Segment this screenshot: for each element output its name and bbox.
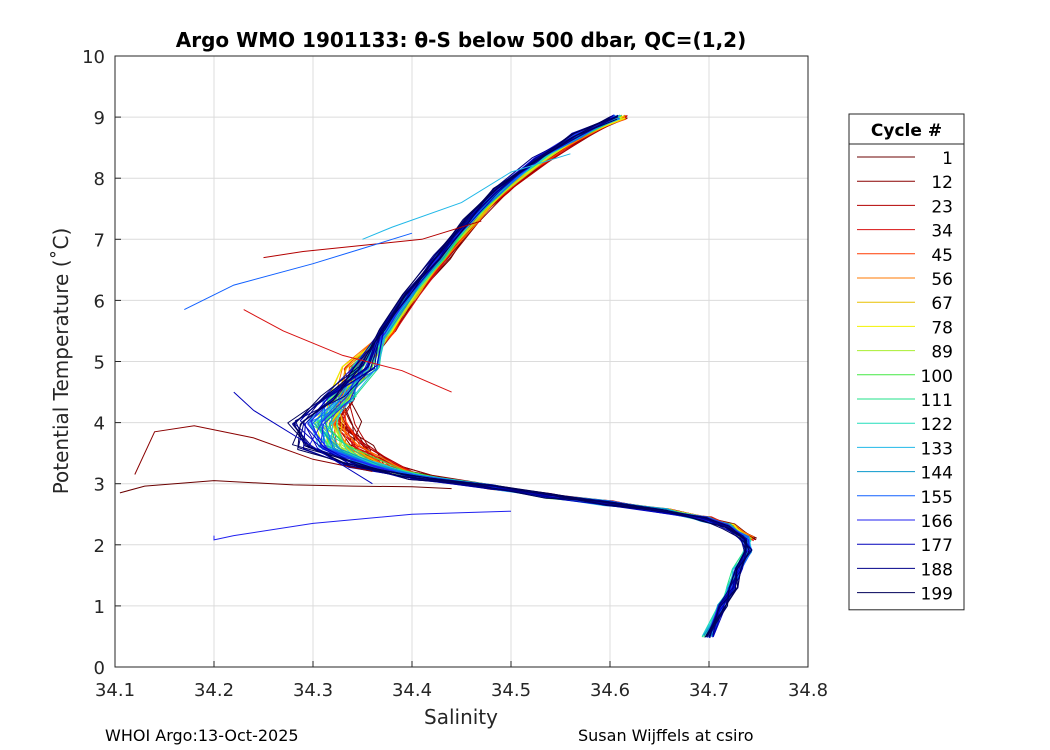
x-tick-label: 34.3 [293,680,333,701]
x-tick-label: 34.1 [95,680,135,701]
profile-line-cycle-122 [318,117,750,638]
profile-line-cycle-155 [321,117,749,636]
legend-entry-label: 133 [921,439,953,459]
profile-line-cycle-133 [311,115,752,638]
x-tick-label: 34.5 [491,680,531,701]
profile-line-cycle-111 [318,116,748,637]
legend-entry-label: 155 [921,488,953,508]
outlier-line-cycle-34 [243,309,452,393]
profile-line-cycle-133 [318,114,749,636]
legend-entry-label: 45 [931,246,953,266]
legend-entry-label: 56 [931,270,953,290]
profile-line-cycle-199 [292,117,746,637]
profile-line-cycle-144 [328,117,748,637]
outlier-line-cycle-23 [263,220,482,259]
footer-credit-right: Susan Wijffels at csiro [578,726,754,745]
axis-ticks: 34.1 34.2 34.3 34.4 34.5 34.6 34.7 34.8 0 1 2 3 4 5 6 7… [82,47,828,701]
legend-entry-label: 199 [921,585,953,605]
legend-entry-label: 144 [921,464,953,484]
outlier-line-cycle-12 [134,425,373,475]
legend: Cycle #1 12 23 34 45 56 67 78 89 100 111 122 133 144 1… [848,113,965,611]
profile-line-cycle-155 [323,116,753,638]
outlier-line-cycle-177 [233,391,373,485]
legend-entry-label: 34 [931,222,953,242]
data-lines [119,114,758,639]
x-tick-label: 34.8 [788,680,828,701]
y-tick-label: 9 [94,108,105,129]
profile-line-cycle-122 [336,116,751,636]
profile-line-cycle-111 [324,116,749,638]
y-tick-label: 0 [94,658,105,679]
legend-title: Cycle # [871,121,942,141]
chart-title: Argo WMO 1901133: θ-S below 500 dbar, QC… [176,28,746,52]
footer-credit-left: WHOI Argo:13-Oct-2025 [105,726,299,745]
profile-line-cycle-166 [320,114,749,637]
y-tick-label: 4 [94,414,105,435]
outlier-line-cycle-133 [362,153,571,240]
profile-line-cycle-166 [310,116,748,637]
x-tick-label: 34.7 [689,680,729,701]
profile-line-cycle-133 [309,118,752,636]
legend-entry-label: 111 [921,391,953,411]
y-tick-label: 10 [82,47,105,68]
profile-line-cycle-122 [315,118,752,636]
x-tick-label: 34.4 [392,680,432,701]
legend-entry-label: 188 [921,560,953,580]
legend-entry-label: 177 [921,536,953,556]
profile-line-cycle-133 [329,118,750,636]
legend-entry-label: 23 [931,197,953,217]
legend-entry-label: 67 [931,294,953,314]
profile-line-cycle-155 [311,115,746,639]
grid-lines [115,56,808,667]
y-tick-label: 8 [94,169,105,190]
y-axis-label: Potential Temperature (˚C) [49,228,73,495]
profile-line-cycle-122 [319,114,752,637]
profile-line-cycle-111 [310,115,751,638]
profile-line-cycle-199 [293,118,753,637]
y-tick-label: 7 [94,230,105,251]
y-tick-label: 5 [94,353,105,374]
legend-entry-label: 1 [942,149,953,169]
y-tick-label: 2 [94,536,105,557]
outlier-line-cycle-166 [213,510,512,541]
x-axis-label: Salinity [424,705,498,729]
outlier-line-cycle-1 [119,480,452,494]
profile-line-cycle-188 [292,116,745,639]
profile-line-cycle-177 [302,117,750,638]
profile-line-cycle-144 [317,115,753,636]
legend-entry-label: 89 [931,343,953,363]
x-tick-label: 34.6 [590,680,630,701]
legend-entry-label: 100 [921,367,953,387]
legend-entry-label: 78 [931,318,953,338]
outlier-line-cycle-155 [184,232,413,311]
legend-entry-label: 12 [931,173,953,193]
y-tick-label: 1 [94,597,105,618]
profile-line-cycle-199 [297,116,748,638]
profile-line-cycle-144 [307,115,749,638]
profile-line-cycle-111 [318,117,750,636]
legend-entry-label: 166 [921,512,953,532]
profile-line-cycle-144 [311,115,748,637]
profile-line-cycle-155 [320,114,751,638]
y-tick-label: 3 [94,475,105,496]
x-tick-label: 34.2 [194,680,234,701]
profile-line-cycle-166 [307,115,750,638]
legend-box [848,113,965,611]
y-tick-label: 6 [94,291,105,312]
profile-line-cycle-166 [307,117,750,638]
legend-entry-label: 122 [921,415,953,435]
